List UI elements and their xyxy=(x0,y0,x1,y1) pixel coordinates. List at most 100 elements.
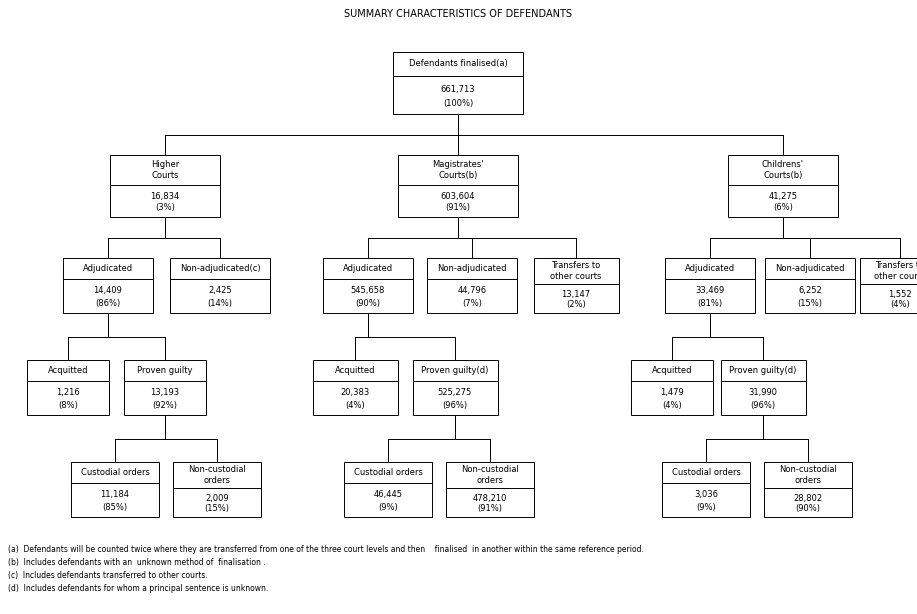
Text: Custodial orders: Custodial orders xyxy=(671,468,740,477)
Text: Acquitted: Acquitted xyxy=(652,366,692,375)
Text: Childrens'
Courts(b): Childrens' Courts(b) xyxy=(762,160,804,179)
Text: (6%): (6%) xyxy=(773,203,793,212)
Text: (b)  Includes defendants with an  unknown method of  finalisation .: (b) Includes defendants with an unknown … xyxy=(8,558,266,567)
Text: Non-custodial
orders: Non-custodial orders xyxy=(188,465,246,485)
Text: (4%): (4%) xyxy=(890,300,910,309)
Text: Proven guilty(d): Proven guilty(d) xyxy=(421,366,489,375)
Text: 1,479: 1,479 xyxy=(660,388,684,397)
Text: (4%): (4%) xyxy=(662,401,682,410)
Bar xyxy=(764,462,852,517)
Text: (86%): (86%) xyxy=(95,299,121,308)
Text: 41,275: 41,275 xyxy=(768,192,798,201)
Text: Proven guilty(d): Proven guilty(d) xyxy=(729,366,797,375)
Text: 11,184: 11,184 xyxy=(101,491,129,499)
Bar xyxy=(124,360,206,415)
Text: (9%): (9%) xyxy=(378,503,398,512)
Bar xyxy=(71,462,159,517)
Text: Adjudicated: Adjudicated xyxy=(343,264,393,273)
Text: 44,796: 44,796 xyxy=(458,286,487,295)
Text: 14,409: 14,409 xyxy=(94,286,123,295)
Bar xyxy=(665,258,755,313)
Text: (100%): (100%) xyxy=(443,99,473,107)
Bar xyxy=(63,258,153,313)
Bar xyxy=(662,462,750,517)
Text: (15%): (15%) xyxy=(204,505,229,513)
Text: Custodial orders: Custodial orders xyxy=(354,468,423,477)
Text: Acquitted: Acquitted xyxy=(48,366,88,375)
Bar xyxy=(446,462,534,517)
Text: (2%): (2%) xyxy=(566,300,586,309)
Text: (92%): (92%) xyxy=(152,401,178,410)
Text: Custodial orders: Custodial orders xyxy=(81,468,149,477)
Text: (c)  Includes defendants transferred to other courts.: (c) Includes defendants transferred to o… xyxy=(8,571,208,580)
Text: (7%): (7%) xyxy=(462,299,482,308)
Text: Non-custodial
orders: Non-custodial orders xyxy=(461,465,519,485)
Text: (90%): (90%) xyxy=(356,299,381,308)
Text: 31,990: 31,990 xyxy=(748,388,778,397)
Bar xyxy=(173,462,261,517)
Text: Non-adjudicated: Non-adjudicated xyxy=(437,264,507,273)
Text: 1,216: 1,216 xyxy=(56,388,80,397)
Text: 13,147: 13,147 xyxy=(561,290,591,299)
Text: (96%): (96%) xyxy=(442,401,468,410)
Text: Non-adjudicated: Non-adjudicated xyxy=(775,264,845,273)
Text: 2,009: 2,009 xyxy=(205,494,229,503)
Bar xyxy=(170,258,270,313)
Bar xyxy=(427,258,517,313)
Text: Transfers to
other courts: Transfers to other courts xyxy=(874,262,917,281)
Bar xyxy=(534,258,618,313)
Text: Transfers to
other courts: Transfers to other courts xyxy=(550,262,602,281)
Text: Non-adjudicated(c): Non-adjudicated(c) xyxy=(180,264,260,273)
Bar xyxy=(393,52,523,114)
Text: 478,210: 478,210 xyxy=(473,494,507,503)
Text: 1,552: 1,552 xyxy=(889,290,911,299)
Bar xyxy=(313,360,397,415)
Bar xyxy=(398,155,518,217)
Text: 525,275: 525,275 xyxy=(438,388,472,397)
Text: 2,425: 2,425 xyxy=(208,286,232,295)
Bar xyxy=(413,360,498,415)
Bar xyxy=(27,360,109,415)
Bar xyxy=(344,462,432,517)
Text: 28,802: 28,802 xyxy=(793,494,823,503)
Text: 20,383: 20,383 xyxy=(340,388,370,397)
Text: 603,604: 603,604 xyxy=(441,192,475,201)
Text: (4%): (4%) xyxy=(345,401,365,410)
Text: 33,469: 33,469 xyxy=(695,286,724,295)
Text: Adjudicated: Adjudicated xyxy=(83,264,133,273)
Text: Higher
Courts: Higher Courts xyxy=(151,160,179,179)
Text: Adjudicated: Adjudicated xyxy=(685,264,735,273)
Text: (90%): (90%) xyxy=(796,505,821,513)
Bar xyxy=(631,360,713,415)
Text: (91%): (91%) xyxy=(446,203,470,212)
Text: 545,658: 545,658 xyxy=(351,286,385,295)
Text: 13,193: 13,193 xyxy=(150,388,180,397)
Text: 46,445: 46,445 xyxy=(373,491,403,499)
Text: (96%): (96%) xyxy=(750,401,776,410)
Text: Acquitted: Acquitted xyxy=(335,366,375,375)
Text: (8%): (8%) xyxy=(58,401,78,410)
Bar xyxy=(728,155,838,217)
Text: (3%): (3%) xyxy=(155,203,175,212)
Text: Proven guilty: Proven guilty xyxy=(138,366,193,375)
Text: Non-custodial
orders: Non-custodial orders xyxy=(779,465,837,485)
Bar xyxy=(860,258,917,313)
Text: 6,252: 6,252 xyxy=(798,286,822,295)
Text: (d)  Includes defendants for whom a principal sentence is unknown.: (d) Includes defendants for whom a princ… xyxy=(8,584,269,593)
Bar xyxy=(765,258,855,313)
Text: Magistrates'
Courts(b): Magistrates' Courts(b) xyxy=(432,160,484,179)
Text: (81%): (81%) xyxy=(698,299,723,308)
Text: (15%): (15%) xyxy=(798,299,823,308)
Text: Defendants finalised(a): Defendants finalised(a) xyxy=(409,60,507,68)
Text: (91%): (91%) xyxy=(478,505,503,513)
Text: SUMMARY CHARACTERISTICS OF DEFENDANTS: SUMMARY CHARACTERISTICS OF DEFENDANTS xyxy=(345,9,572,19)
Text: (a)  Defendants will be counted twice where they are transferred from one of the: (a) Defendants will be counted twice whe… xyxy=(8,545,644,554)
Text: 16,834: 16,834 xyxy=(150,192,180,201)
Text: (14%): (14%) xyxy=(207,299,233,308)
Bar xyxy=(323,258,413,313)
Bar xyxy=(110,155,220,217)
Text: (9%): (9%) xyxy=(696,503,716,512)
Text: (85%): (85%) xyxy=(103,503,127,512)
Text: 661,713: 661,713 xyxy=(441,85,475,93)
Bar xyxy=(721,360,805,415)
